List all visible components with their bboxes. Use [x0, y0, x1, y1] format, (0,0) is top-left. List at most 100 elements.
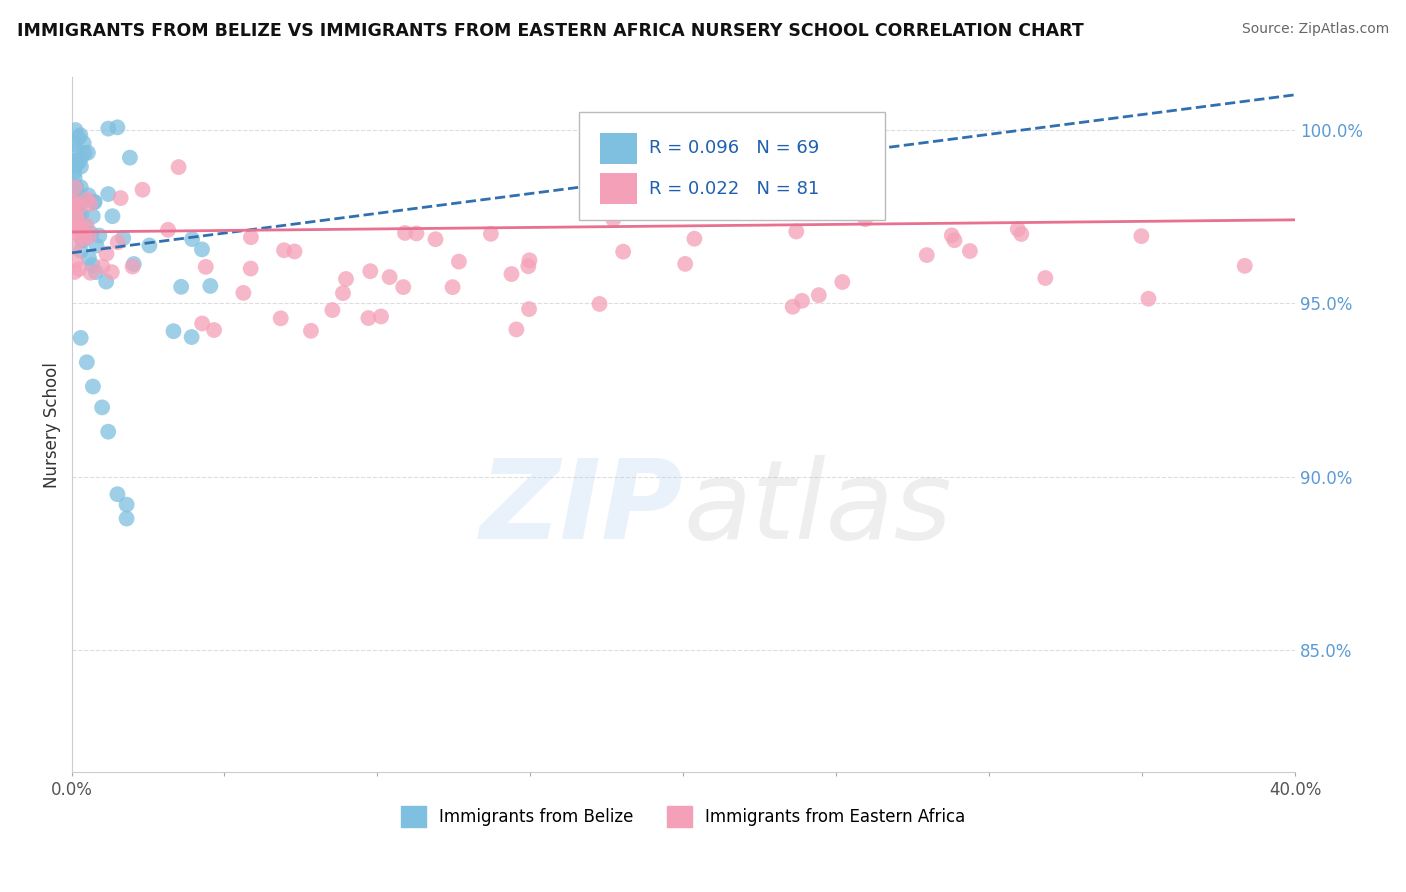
Text: IMMIGRANTS FROM BELIZE VS IMMIGRANTS FROM EASTERN AFRICA NURSERY SCHOOL CORRELAT: IMMIGRANTS FROM BELIZE VS IMMIGRANTS FRO…: [17, 22, 1084, 40]
Point: [66, 213, 89, 227]
Point: [112, 231, 135, 245]
Point: [853, 212, 876, 227]
Point: [790, 293, 813, 308]
Point: [441, 280, 464, 294]
Point: [202, 323, 225, 337]
Point: [84, 265, 107, 279]
Point: [122, 257, 145, 271]
Point: [91, 401, 114, 415]
Point: [70, 151, 93, 165]
Point: [65, 253, 87, 268]
Point: [115, 498, 138, 512]
Point: [97, 187, 120, 202]
Point: [941, 228, 963, 243]
Point: [77, 188, 100, 202]
Point: [121, 260, 143, 274]
Point: [70, 207, 93, 221]
Point: [101, 265, 124, 279]
Point: [131, 183, 153, 197]
Point: [200, 279, 222, 293]
Point: [405, 227, 427, 241]
Point: [299, 324, 322, 338]
Point: [70, 194, 93, 209]
Point: [65, 180, 87, 194]
Point: [162, 324, 184, 338]
Point: [283, 244, 305, 259]
Point: [785, 225, 807, 239]
Point: [191, 317, 214, 331]
Point: [63, 265, 86, 279]
Point: [96, 275, 118, 289]
Point: [66, 219, 89, 233]
Point: [67, 155, 90, 169]
Point: [69, 224, 91, 238]
FancyBboxPatch shape: [579, 112, 886, 219]
Point: [75, 219, 97, 234]
Point: [157, 223, 180, 237]
Point: [239, 230, 262, 244]
Point: [194, 260, 217, 274]
Point: [517, 302, 540, 317]
Point: [118, 151, 141, 165]
Point: [370, 310, 392, 324]
Point: [96, 246, 118, 260]
Legend: Immigrants from Belize, Immigrants from Eastern Africa: Immigrants from Belize, Immigrants from …: [394, 799, 973, 833]
Y-axis label: Nursery School: Nursery School: [44, 362, 60, 488]
Point: [91, 260, 114, 274]
Point: [66, 157, 89, 171]
Point: [82, 258, 104, 272]
Point: [239, 261, 262, 276]
Point: [65, 143, 87, 157]
Point: [70, 160, 93, 174]
Point: [77, 229, 100, 244]
Point: [69, 331, 91, 345]
Point: [72, 227, 94, 242]
Bar: [600, 172, 637, 204]
Point: [76, 219, 98, 233]
Point: [76, 193, 98, 207]
Point: [807, 288, 830, 302]
Point: [782, 300, 804, 314]
Point: [69, 244, 91, 258]
Point: [79, 266, 101, 280]
Point: [63, 197, 86, 211]
Point: [1130, 229, 1153, 244]
Point: [65, 209, 87, 223]
Point: [335, 272, 357, 286]
Point: [683, 232, 706, 246]
Point: [73, 146, 96, 161]
Point: [83, 194, 105, 209]
Point: [505, 322, 527, 336]
Point: [517, 259, 540, 273]
Point: [65, 123, 87, 137]
Text: R = 0.022   N = 81: R = 0.022 N = 81: [650, 179, 820, 197]
Text: atlas: atlas: [683, 455, 952, 562]
Point: [359, 264, 381, 278]
Point: [83, 195, 105, 210]
Point: [602, 212, 624, 227]
Point: [63, 153, 86, 168]
Point: [425, 232, 447, 246]
Point: [67, 223, 90, 237]
Point: [67, 188, 90, 202]
Point: [86, 238, 108, 252]
Point: [110, 191, 132, 205]
Point: [63, 194, 86, 209]
Point: [357, 311, 380, 326]
Point: [77, 251, 100, 265]
Text: ZIP: ZIP: [479, 455, 683, 562]
Point: [181, 232, 204, 246]
Point: [67, 204, 90, 219]
Point: [479, 227, 502, 241]
Point: [63, 180, 86, 194]
Text: Source: ZipAtlas.com: Source: ZipAtlas.com: [1241, 22, 1389, 37]
Point: [69, 128, 91, 143]
Point: [77, 145, 100, 160]
Point: [612, 244, 634, 259]
Point: [167, 160, 190, 174]
Point: [519, 253, 541, 268]
Point: [1033, 271, 1056, 285]
Point: [70, 232, 93, 246]
Point: [70, 194, 93, 208]
Point: [447, 254, 470, 268]
